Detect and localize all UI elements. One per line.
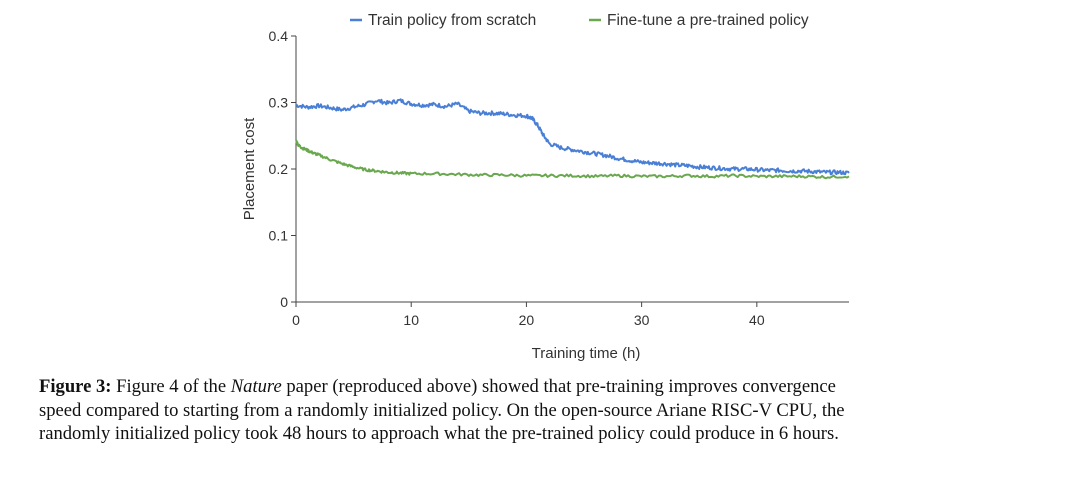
caption-line-3: randomly initialized policy took 48 hour… (39, 423, 839, 444)
y-axis-ticks: 0 0.1 0.2 0.3 0.4 (269, 28, 296, 310)
caption-text-a: Figure 4 of the (111, 376, 231, 397)
figure-caption: Figure 3: Figure 4 of the Nature paper (… (39, 375, 1049, 446)
y-axis-title: Placement cost (241, 117, 258, 220)
legend-label-scratch: Train policy from scratch (368, 12, 536, 29)
x-tick-label: 10 (403, 312, 419, 328)
caption-label: Figure 3: (39, 376, 112, 397)
y-tick-label: 0.4 (269, 28, 289, 44)
x-axis-ticks: 0 10 20 30 40 (292, 302, 765, 328)
legend-label-finetune: Fine-tune a pre-trained policy (607, 12, 809, 29)
series-line-finetune (295, 139, 850, 180)
y-tick-label: 0 (280, 294, 288, 310)
legend: Train policy from scratch Fine-tune a pr… (350, 12, 809, 29)
caption-line-2: speed compared to starting from a random… (39, 399, 845, 421)
y-tick-label: 0.3 (269, 95, 289, 111)
x-tick-label: 0 (292, 312, 300, 328)
caption-italic-nature: Nature (230, 376, 282, 397)
caption-text-b: paper (reproduced above) showed that pre… (281, 376, 836, 397)
line-chart: Train policy from scratch Fine-tune a pr… (241, 12, 850, 362)
caption-line-1: Figure 3: Figure 4 of the Nature paper (… (39, 375, 1049, 399)
series-group (295, 98, 850, 180)
y-tick-label: 0.2 (269, 161, 289, 177)
x-tick-label: 20 (519, 312, 535, 328)
x-tick-label: 40 (749, 312, 765, 328)
x-axis-title: Training time (h) (532, 345, 641, 362)
x-tick-label: 30 (634, 312, 650, 328)
y-tick-label: 0.1 (269, 228, 289, 244)
series-line-scratch (295, 98, 850, 176)
